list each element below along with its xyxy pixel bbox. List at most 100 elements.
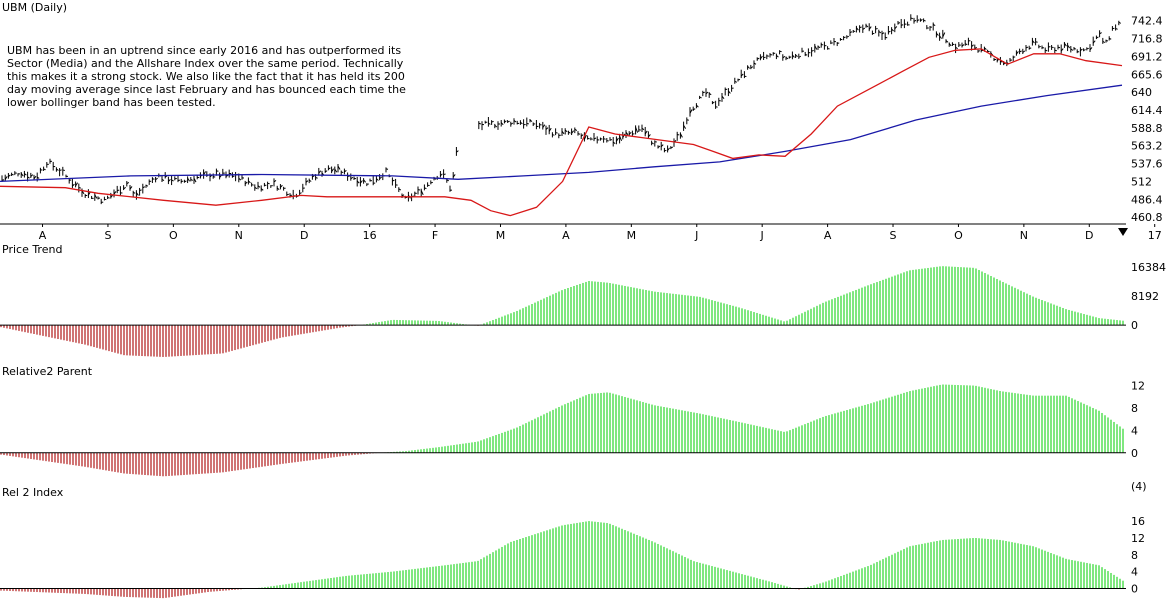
price-y-tick-label: 716.8 bbox=[1131, 33, 1163, 46]
price-bar-tick bbox=[161, 179, 165, 182]
price-bar-tick bbox=[894, 26, 898, 30]
price-bar-tick bbox=[888, 30, 891, 33]
price-bar-tick bbox=[897, 22, 901, 24]
oscillator-y-tick-label: 8 bbox=[1131, 549, 1138, 562]
price-bar-tick bbox=[961, 44, 965, 47]
price-bar-tick bbox=[679, 133, 683, 138]
price-bar-tick bbox=[1073, 47, 1077, 50]
price-bar-tick bbox=[1060, 48, 1064, 52]
price-bar-tick bbox=[280, 184, 283, 188]
price-bar-tick bbox=[792, 54, 795, 58]
price-x-tick-label: A bbox=[562, 229, 570, 242]
price-bar-tick bbox=[740, 73, 744, 77]
price-bar-tick bbox=[916, 19, 920, 22]
price-bar-tick bbox=[27, 176, 30, 179]
price-bar-tick bbox=[494, 124, 498, 128]
price-bar-tick bbox=[936, 32, 939, 36]
oscillator-y-tick-label: 16 bbox=[1131, 515, 1145, 528]
price-bar-tick bbox=[577, 133, 581, 135]
price-bar-tick bbox=[78, 187, 81, 189]
price-bar-tick bbox=[699, 96, 702, 99]
oscillator-y-tick-label: 8 bbox=[1131, 402, 1138, 415]
price-y-tick-label: 588.8 bbox=[1131, 122, 1163, 135]
price-bar-tick bbox=[721, 95, 725, 100]
price-x-tick-label: D bbox=[300, 229, 308, 242]
price-bar-tick bbox=[30, 174, 34, 177]
price-bar-tick bbox=[62, 169, 65, 171]
price-bar-tick bbox=[974, 46, 978, 49]
price-bar-tick bbox=[1102, 40, 1106, 44]
price-bar-tick bbox=[955, 46, 958, 50]
price-x-tick-label: J bbox=[694, 229, 698, 242]
price-bar-tick bbox=[324, 170, 328, 173]
price-bar-tick bbox=[881, 32, 885, 35]
price-bar-tick bbox=[184, 180, 187, 183]
price-bar-tick bbox=[248, 180, 251, 184]
price-x-tick-label: O bbox=[954, 229, 963, 242]
price-bar-tick bbox=[1016, 51, 1019, 55]
price-bar-tick bbox=[446, 179, 449, 182]
price-bar-tick bbox=[478, 122, 482, 125]
relative-to-parent-panel: Relative2 Parent 12 8 4 0 bbox=[0, 365, 1145, 477]
price-bar-tick bbox=[619, 136, 623, 142]
price-bar-tick bbox=[868, 26, 872, 30]
price-x-tick-label: S bbox=[890, 229, 897, 242]
price-bar-tick bbox=[56, 168, 59, 171]
price-bar-tick bbox=[72, 183, 75, 187]
price-bar-tick bbox=[641, 127, 645, 131]
price-bar-tick bbox=[1096, 36, 1099, 39]
price-bar-tick bbox=[1019, 50, 1022, 53]
price-bar-tick bbox=[1054, 49, 1057, 52]
price-bar-tick bbox=[552, 134, 555, 136]
price-bar-tick bbox=[984, 47, 987, 50]
oscillator-y-tick-label: (4) bbox=[1131, 480, 1147, 493]
price-bar-tick bbox=[75, 182, 79, 187]
price-x-tick-label: N bbox=[235, 229, 243, 242]
price-bar-tick bbox=[696, 104, 699, 108]
price-bar-tick bbox=[1108, 37, 1112, 40]
price-bar-tick bbox=[1031, 40, 1035, 44]
price-bar-tick bbox=[785, 57, 789, 60]
price-bar-tick bbox=[664, 149, 667, 152]
price-bar-tick bbox=[276, 187, 280, 190]
price-bar-tick bbox=[651, 142, 654, 145]
price-bar-tick bbox=[379, 176, 382, 180]
oscillator-y-tick-label: 8192 bbox=[1131, 290, 1159, 303]
rel-to-index-panel: Rel 2 Index (4) 16 12 8 4 0 bbox=[0, 480, 1147, 599]
price-bar-tick bbox=[712, 101, 715, 104]
price-bar-tick bbox=[142, 186, 146, 189]
price-bar-tick bbox=[1025, 46, 1029, 49]
price-y-tick-label: 665.6 bbox=[1131, 68, 1163, 81]
price-bar-tick bbox=[190, 179, 194, 181]
price-bar-tick bbox=[260, 188, 264, 191]
price-bar-tick bbox=[168, 179, 171, 182]
price-bar-tick bbox=[484, 121, 488, 124]
price-bar-tick bbox=[692, 108, 696, 111]
price-bar-tick bbox=[193, 178, 197, 183]
price-bar-tick bbox=[155, 177, 158, 181]
price-bar-tick bbox=[885, 36, 888, 39]
price-bar-tick bbox=[376, 178, 379, 181]
price-bar-tick bbox=[129, 186, 133, 190]
price-bar-tick bbox=[759, 55, 763, 60]
price-bar-tick bbox=[420, 190, 424, 195]
price-y-ticks: 742.4 716.8 691.2 665.6 640 614.4 588.8 563.2 53… bbox=[1131, 15, 1163, 224]
price-bar-tick bbox=[728, 90, 731, 94]
price-bar-tick bbox=[308, 179, 312, 182]
oscillator-y-tick-label: 4 bbox=[1131, 424, 1138, 437]
price-bar-tick bbox=[644, 130, 648, 135]
price-bar-tick bbox=[856, 27, 859, 31]
price-bar-tick bbox=[344, 170, 347, 173]
price-bar-tick bbox=[359, 180, 363, 184]
oscillator-y-tick-label: 12 bbox=[1131, 380, 1145, 393]
price-bar-tick bbox=[689, 109, 693, 114]
rel-to-index-y-ticks: (4) 16 12 8 4 0 bbox=[1131, 480, 1147, 595]
price-bar-tick bbox=[750, 66, 754, 69]
oscillator-y-tick-label: 0 bbox=[1131, 447, 1138, 460]
price-bar-tick bbox=[59, 169, 62, 171]
price-bar-tick bbox=[213, 176, 216, 178]
price-bar-tick bbox=[932, 24, 936, 27]
price-bar-tick bbox=[798, 55, 802, 58]
price-bar-tick bbox=[859, 26, 862, 29]
price-bar-tick bbox=[318, 170, 322, 174]
